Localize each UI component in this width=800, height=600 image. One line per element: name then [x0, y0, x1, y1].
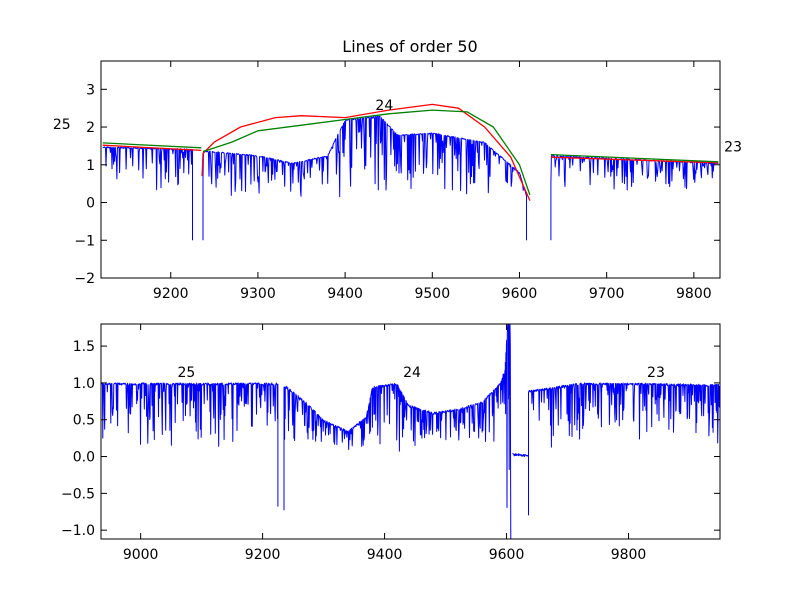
y-tick-label-0-5: 3 [86, 82, 95, 98]
y-tick-label-0-3: 1 [86, 158, 95, 174]
y-tick-label-0-4: 2 [86, 120, 95, 136]
x-tick-label-0-1: 9300 [240, 286, 276, 302]
plot-area-0 [102, 103, 719, 241]
fit-line-0-2-2 [550, 153, 719, 163]
fit-line-0-1-1 [201, 103, 531, 201]
x-tick-label-0-5: 9700 [589, 286, 625, 302]
x-tick-label-1-2: 9400 [367, 547, 403, 563]
spectrum-line-1-0-0 [101, 382, 279, 507]
y-tick-label-1-1: −0.5 [61, 486, 95, 502]
x-tick-label-0-3: 9500 [414, 286, 450, 302]
order-label-0-2: 23 [724, 140, 742, 156]
order-label-1-2: 23 [647, 365, 665, 381]
x-tick-label-0-6: 9800 [676, 286, 712, 302]
spectrum-line-1-0-5 [528, 382, 720, 516]
y-tick-label-1-5: 1.5 [73, 339, 95, 355]
axes-frame-0 [100, 60, 721, 279]
spectrum-line-0-0-0 [102, 146, 193, 241]
y-tick-label-1-3: 0.5 [73, 413, 95, 429]
y-tick-label-1-0: −1.0 [61, 523, 95, 539]
y-tick-label-1-4: 1.0 [73, 376, 95, 392]
spectrum-line-1-0-2 [286, 369, 506, 452]
y-tick-label-0-1: −1 [74, 233, 95, 249]
spectrum-line-0-0-1 [202, 115, 527, 241]
x-tick-label-0-0: 9200 [153, 286, 189, 302]
fit-line-0-1-2 [550, 156, 719, 164]
order-label-0-1: 24 [375, 98, 393, 114]
y-tick-label-0-2: 0 [86, 196, 95, 212]
order-label-1-1: 24 [403, 365, 421, 381]
bottom-subplot: 9000 9200 9400 9600 9800 −1.0 −0.5 0.0 0.5 1.0 1.5… [61, 323, 721, 563]
y-tick-label-1-2: 0.0 [73, 450, 95, 466]
x-tick-label-1-0: 9000 [123, 547, 159, 563]
axes-frame-1 [100, 323, 721, 540]
spectrum-line-1-0-1 [283, 386, 288, 511]
x-tick-label-1-4: 9800 [611, 547, 647, 563]
order-label-0-0: 25 [53, 117, 71, 133]
x-tick-label-1-3: 9600 [489, 547, 525, 563]
y-tick-label-0-0: −2 [74, 271, 95, 287]
fit-line-0-2-1 [202, 109, 531, 196]
fit-line-0-2-0 [102, 142, 202, 149]
x-tick-label-0-2: 9400 [327, 286, 363, 302]
spectrum-line-1-0-4 [512, 453, 529, 457]
fit-line-0-1-0 [102, 144, 202, 152]
x-tick-label-1-1: 9200 [245, 547, 281, 563]
top-subplot: 9200 9300 9400 9500 9600 9700 9800−2−101232524… [53, 60, 742, 302]
order-label-1-0: 25 [177, 365, 195, 381]
x-tick-label-0-4: 9600 [502, 286, 538, 302]
chart-title: Lines of order 50 [342, 37, 477, 56]
